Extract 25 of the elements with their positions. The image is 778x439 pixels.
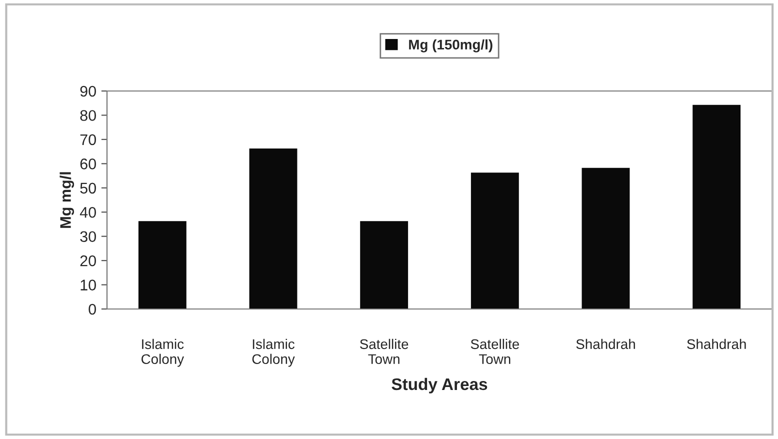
x-tick-label: Shahdrah	[687, 338, 746, 350]
y-tick-label: 0	[88, 304, 96, 315]
x-tick-label: Shahdrah	[576, 338, 635, 350]
bar	[360, 221, 408, 309]
legend-label: Mg (150mg/l)	[409, 39, 492, 52]
x-tick-label: Islamic Colony	[252, 338, 295, 367]
x-tick-label: Islamic Colony	[142, 338, 184, 367]
y-tick-label: 70	[80, 134, 96, 146]
x-tick-label: Satellite Town	[360, 338, 408, 364]
bar	[138, 221, 186, 309]
y-tick-label: 80	[80, 110, 96, 121]
bar	[582, 168, 630, 309]
y-tick-label: 40	[80, 206, 96, 218]
y-tick-label: 10	[80, 280, 96, 290]
x-axis-title: Study Areas	[392, 378, 488, 394]
y-tick-label: 20	[80, 255, 96, 266]
y-axis-title: Mg mg/l	[60, 172, 74, 228]
y-tick-label: 90	[80, 86, 96, 97]
bar	[249, 148, 298, 309]
y-tick-label: 30	[80, 231, 96, 242]
y-tick-label: 60	[80, 158, 96, 170]
bar	[470, 172, 519, 309]
x-tick-label: Satellite Town	[470, 338, 520, 364]
bar	[692, 104, 741, 309]
y-tick-label: 50	[80, 182, 96, 194]
